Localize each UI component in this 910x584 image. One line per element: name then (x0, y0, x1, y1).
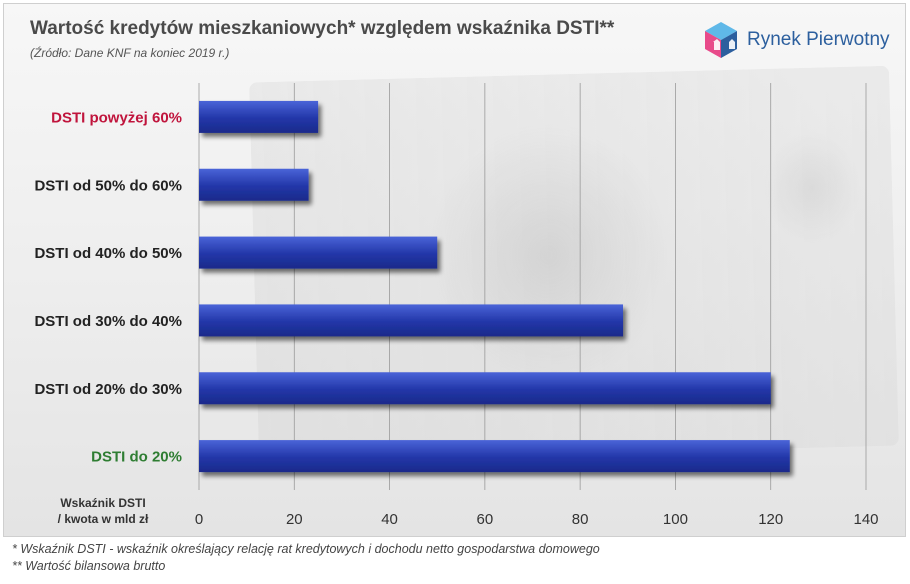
category-label: DSTI powyżej 60% (51, 109, 182, 126)
x-tick-label: 0 (195, 511, 203, 528)
bar (199, 304, 624, 337)
brand-name: Rynek Pierwotny (747, 29, 890, 50)
x-tick-label: 80 (572, 511, 589, 528)
axis-label: Wskaźnik DSTI / kwota w mld zł (58, 496, 149, 526)
chart-title: Wartość kredytów mieszkaniowych* względe… (30, 18, 615, 39)
category-label: DSTI od 20% do 30% (34, 381, 182, 398)
category-labels: DSTI powyżej 60% DSTI od 50% do 60% DSTI o… (34, 109, 182, 465)
brand-logo: Rynek Pierwotny (703, 20, 890, 60)
x-tick-label: 120 (758, 511, 783, 528)
footnote-gross-value: ** Wartość bilansowa brutto (12, 559, 166, 573)
axis-label-line: / kwota w mld zł (58, 512, 149, 526)
category-label: DSTI do 20% (91, 449, 182, 466)
category-label: DSTI od 30% do 40% (34, 313, 182, 330)
bar (199, 440, 790, 473)
house-cube-logo-icon (705, 22, 737, 58)
bars (199, 100, 790, 473)
x-tick-label: 100 (663, 511, 688, 528)
x-tick-label: 140 (853, 511, 878, 528)
x-gridlines (198, 83, 867, 490)
axis-label-line: Wskaźnik DSTI (60, 496, 145, 510)
x-tick-labels: 0 20 40 60 80 100 120 140 (195, 511, 879, 528)
x-tick-label: 60 (477, 511, 494, 528)
x-tick-label: 40 (381, 511, 398, 528)
bar (199, 372, 771, 405)
bar (199, 100, 319, 133)
bar (199, 168, 309, 201)
category-label: DSTI od 50% do 60% (34, 177, 182, 194)
footnote-dsti: * Wskaźnik DSTI - wskaźnik określający r… (12, 542, 600, 556)
bar-chart: DSTI powyżej 60% DSTI od 50% do 60% DSTI o… (34, 83, 879, 528)
chart-subtitle: (Źródło: Dane KNF na koniec 2019 r.) (30, 46, 230, 60)
x-tick-label: 20 (286, 511, 303, 528)
footnotes: * Wskaźnik DSTI - wskaźnik określający r… (12, 542, 600, 576)
bar (199, 236, 438, 269)
category-label: DSTI od 40% do 50% (34, 245, 182, 262)
